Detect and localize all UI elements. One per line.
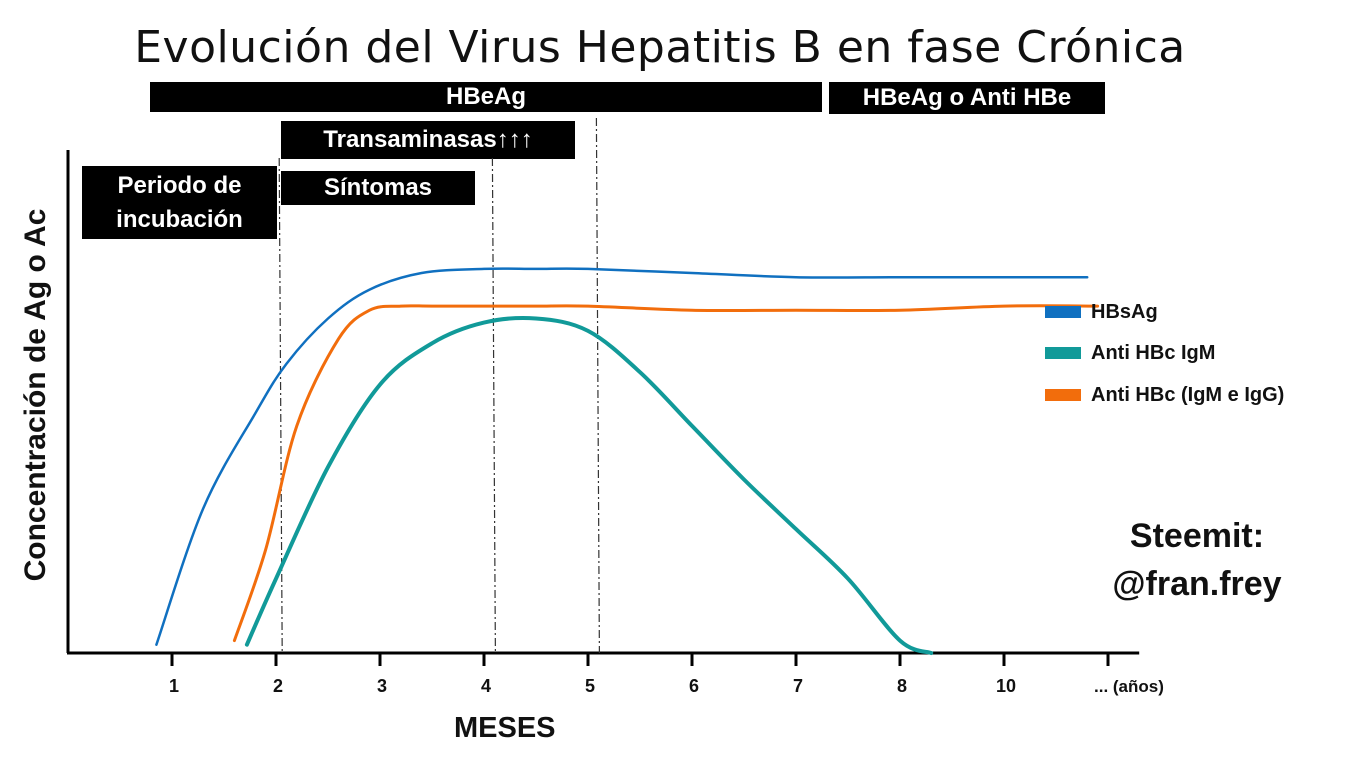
x-tick-label-10: ... (años) bbox=[1094, 677, 1164, 696]
band-sintomas: Síntomas bbox=[281, 171, 475, 205]
x-tick-label-7: 7 bbox=[793, 676, 803, 696]
x-tick-label-1: 1 bbox=[169, 676, 179, 696]
band-periodo-incubacion: Periodo de incubación bbox=[82, 166, 277, 239]
x-tick-label-3: 3 bbox=[377, 676, 387, 696]
chart-title: Evolución del Virus Hepatitis B en fase … bbox=[134, 22, 1186, 73]
credit: Steemit: @fran.frey bbox=[1097, 512, 1297, 608]
phase-line-1 bbox=[278, 157, 283, 654]
legend-swatch-anti-hbc-igm-igg bbox=[1045, 389, 1081, 401]
x-tick-label-8: 8 bbox=[897, 676, 907, 696]
x-tick-label-6: 6 bbox=[689, 676, 699, 696]
x-axis-label: MESES bbox=[454, 712, 556, 744]
x-tick-label-9: 10 bbox=[996, 676, 1016, 696]
band-transaminasas: Transaminasas↑↑↑ bbox=[281, 121, 575, 159]
legend-swatch-anti-hbc-igm bbox=[1045, 347, 1081, 359]
legend-label-hbsag: HBsAg bbox=[1091, 300, 1158, 323]
y-axis-label: Concentración de Ag o Ac bbox=[19, 208, 52, 582]
credit-line1: Steemit: bbox=[1129, 517, 1265, 555]
x-tick-label-2: 2 bbox=[273, 676, 283, 696]
band-hbeag-anti-hbe: HBeAg o Anti HBe bbox=[829, 82, 1105, 114]
x-tick-label-4: 4 bbox=[481, 676, 491, 696]
series-line-anti-hbc-igm bbox=[244, 315, 934, 655]
legend-item-hbsag: HBsAg bbox=[1045, 301, 1158, 323]
legend-item-anti-hbc-igm: Anti HBc IgM bbox=[1045, 342, 1215, 364]
phase-line-3 bbox=[595, 117, 601, 654]
phase-line-2 bbox=[491, 157, 496, 654]
series-line-hbsag bbox=[155, 267, 1089, 646]
credit-line2: @fran.frey bbox=[1112, 565, 1282, 603]
band-hbeag: HBeAg bbox=[150, 82, 822, 112]
series-line-anti-hbc-igm-igg bbox=[232, 304, 1100, 643]
x-tick-label-5: 5 bbox=[585, 676, 595, 696]
band-periodo-line2: incubación bbox=[116, 206, 243, 233]
legend-label-anti-hbc-igm: Anti HBc IgM bbox=[1091, 341, 1216, 364]
band-periodo-line1: Periodo de bbox=[117, 172, 242, 199]
legend-label-anti-hbc-igm-igg: Anti HBc (IgM e IgG) bbox=[1091, 383, 1285, 406]
legend-swatch-hbsag bbox=[1045, 306, 1081, 318]
legend-item-anti-hbc-igm-igg: Anti HBc (IgM e IgG) bbox=[1045, 384, 1284, 406]
